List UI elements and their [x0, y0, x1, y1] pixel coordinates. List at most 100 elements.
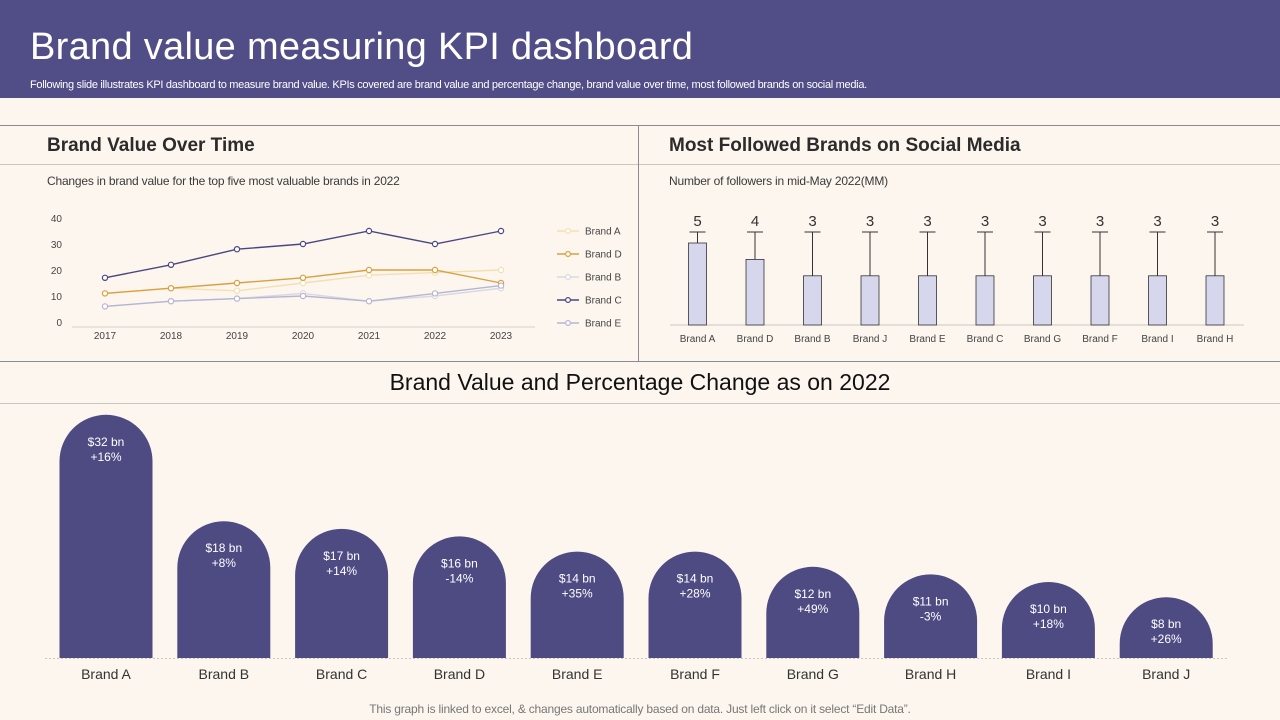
brand-value-label: $11 bn	[913, 594, 949, 608]
series-point	[299, 292, 307, 300]
follower-value-label: 3	[866, 213, 874, 230]
x-tick-label: 2017	[94, 331, 117, 342]
brand-value-label: $17 bn	[323, 549, 360, 563]
brand-value-bar	[530, 551, 624, 658]
series-point	[167, 261, 175, 269]
follower-value-label: 3	[1038, 213, 1046, 230]
legend-label: Brand E	[585, 319, 621, 330]
follower-category-label: Brand J	[853, 334, 887, 345]
page-subtitle: Following slide illustrates KPI dashboar…	[30, 79, 867, 91]
page-title: Brand value measuring KPI dashboard	[30, 26, 694, 68]
brand-category-label: Brand A	[81, 666, 131, 682]
y-tick-label: 40	[51, 214, 63, 225]
follower-bar	[803, 275, 822, 326]
panel-top-divider	[0, 125, 1280, 126]
follower-bar	[1205, 275, 1225, 326]
followers-chart-title: Most Followed Brands on Social Media	[669, 135, 1021, 156]
section-top-divider	[0, 361, 1280, 362]
brand-value-bar	[412, 536, 506, 658]
series-point	[365, 266, 373, 274]
series-point	[365, 297, 373, 305]
brand-change-label: +28%	[679, 587, 710, 601]
series-point	[365, 227, 373, 235]
brand-category-label: Brand H	[905, 666, 956, 682]
brand-value-chart-title: Brand Value and Percentage Change as on …	[389, 369, 891, 395]
follower-value-label: 4	[751, 213, 759, 230]
follower-value-label: 3	[1153, 213, 1161, 230]
legend-label: Brand C	[585, 296, 622, 307]
brand-change-label: +49%	[797, 602, 828, 616]
series-point	[233, 295, 241, 302]
x-tick-label: 2019	[226, 331, 249, 342]
follower-category-label: Brand H	[1197, 334, 1234, 345]
brand-value-bar	[648, 551, 742, 658]
brand-category-label: Brand B	[199, 666, 250, 682]
brand-value-label: $12 bn	[794, 587, 831, 601]
follower-category-label: Brand D	[737, 334, 774, 345]
follower-value-label: 3	[1211, 213, 1219, 230]
legend-label: Brand D	[585, 250, 622, 261]
series-point	[497, 227, 505, 235]
follower-category-label: Brand A	[680, 334, 716, 345]
brand-change-label: +16%	[90, 450, 121, 464]
follower-category-label: Brand C	[967, 334, 1004, 345]
legend-swatch-marker	[564, 227, 571, 234]
series-point	[497, 282, 505, 289]
series-point	[233, 245, 241, 253]
brand-category-label: Brand J	[1142, 666, 1190, 682]
follower-bar	[860, 275, 880, 326]
x-tick-label: 2018	[160, 331, 183, 342]
followers-chart-subtitle: Number of followers in mid-May 2022(MM)	[669, 174, 888, 188]
followers-chart: 5 Brand A 4 Brand D 3 Brand B 3 Brand J 3 Brand E…	[670, 213, 1244, 345]
header-banner: Brand value measuring KPI dashboard Foll…	[0, 0, 1280, 98]
series-point	[101, 274, 109, 282]
brand-change-label: +26%	[1151, 632, 1182, 646]
brand-change-label: +18%	[1033, 617, 1064, 631]
series-point	[299, 279, 307, 287]
brand-value-label: $14 bn	[677, 572, 714, 586]
brand-value-label: $32 bn	[88, 435, 125, 449]
brand-category-label: Brand E	[552, 666, 603, 682]
series-point	[365, 271, 373, 279]
brand-category-label: Brand I	[1026, 666, 1071, 682]
brand-category-label: Brand G	[787, 666, 839, 682]
follower-category-label: Brand E	[909, 334, 945, 345]
brand-value-bar	[59, 414, 153, 658]
brand-category-label: Brand D	[434, 666, 485, 682]
series-point	[431, 266, 439, 274]
brand-change-label: +8%	[212, 556, 237, 570]
brand-value-bar	[884, 574, 978, 658]
brand-value-bar	[1001, 582, 1095, 658]
y-tick-label: 20	[51, 266, 63, 277]
line-chart-title: Brand Value Over Time	[47, 135, 255, 156]
section-title-divider	[0, 403, 1280, 404]
follower-value-label: 3	[1096, 213, 1104, 230]
follower-value-label: 5	[693, 213, 701, 230]
brand-change-label: +35%	[562, 587, 593, 601]
follower-category-label: Brand F	[1082, 334, 1118, 345]
brand-change-label: -3%	[920, 609, 942, 623]
legend-swatch-marker	[564, 273, 571, 280]
brand-value-label: $18 bn	[205, 541, 242, 555]
panel-title-divider	[0, 164, 1280, 165]
brand-value-bar	[295, 528, 389, 658]
x-tick-label: 2020	[292, 331, 315, 342]
series-point	[233, 279, 241, 287]
brand-value-chart: $32 bn+16% Brand A $18 bn+8% Brand B $17 bn +…	[45, 414, 1228, 682]
line-chart: 0 10 20 30 40 2017 2018 2019 2020 2021 2022 2023 Bra…	[51, 214, 622, 342]
series-point	[167, 297, 175, 305]
footer-note: This graph is linked to excel, & changes…	[369, 702, 911, 716]
series-point	[431, 240, 439, 248]
legend-label: Brand B	[585, 273, 621, 284]
x-tick-label: 2022	[424, 331, 447, 342]
series-point	[299, 240, 307, 248]
y-tick-label: 10	[51, 292, 63, 303]
brand-value-bar	[1119, 597, 1213, 658]
series-point	[167, 284, 175, 292]
series-point	[299, 274, 307, 282]
follower-category-label: Brand G	[1024, 334, 1061, 345]
legend-swatch-marker	[564, 320, 571, 327]
y-tick-label: 30	[51, 240, 63, 251]
line-chart-subtitle: Changes in brand value for the top five …	[47, 174, 400, 188]
legend-swatch-marker	[564, 250, 571, 257]
